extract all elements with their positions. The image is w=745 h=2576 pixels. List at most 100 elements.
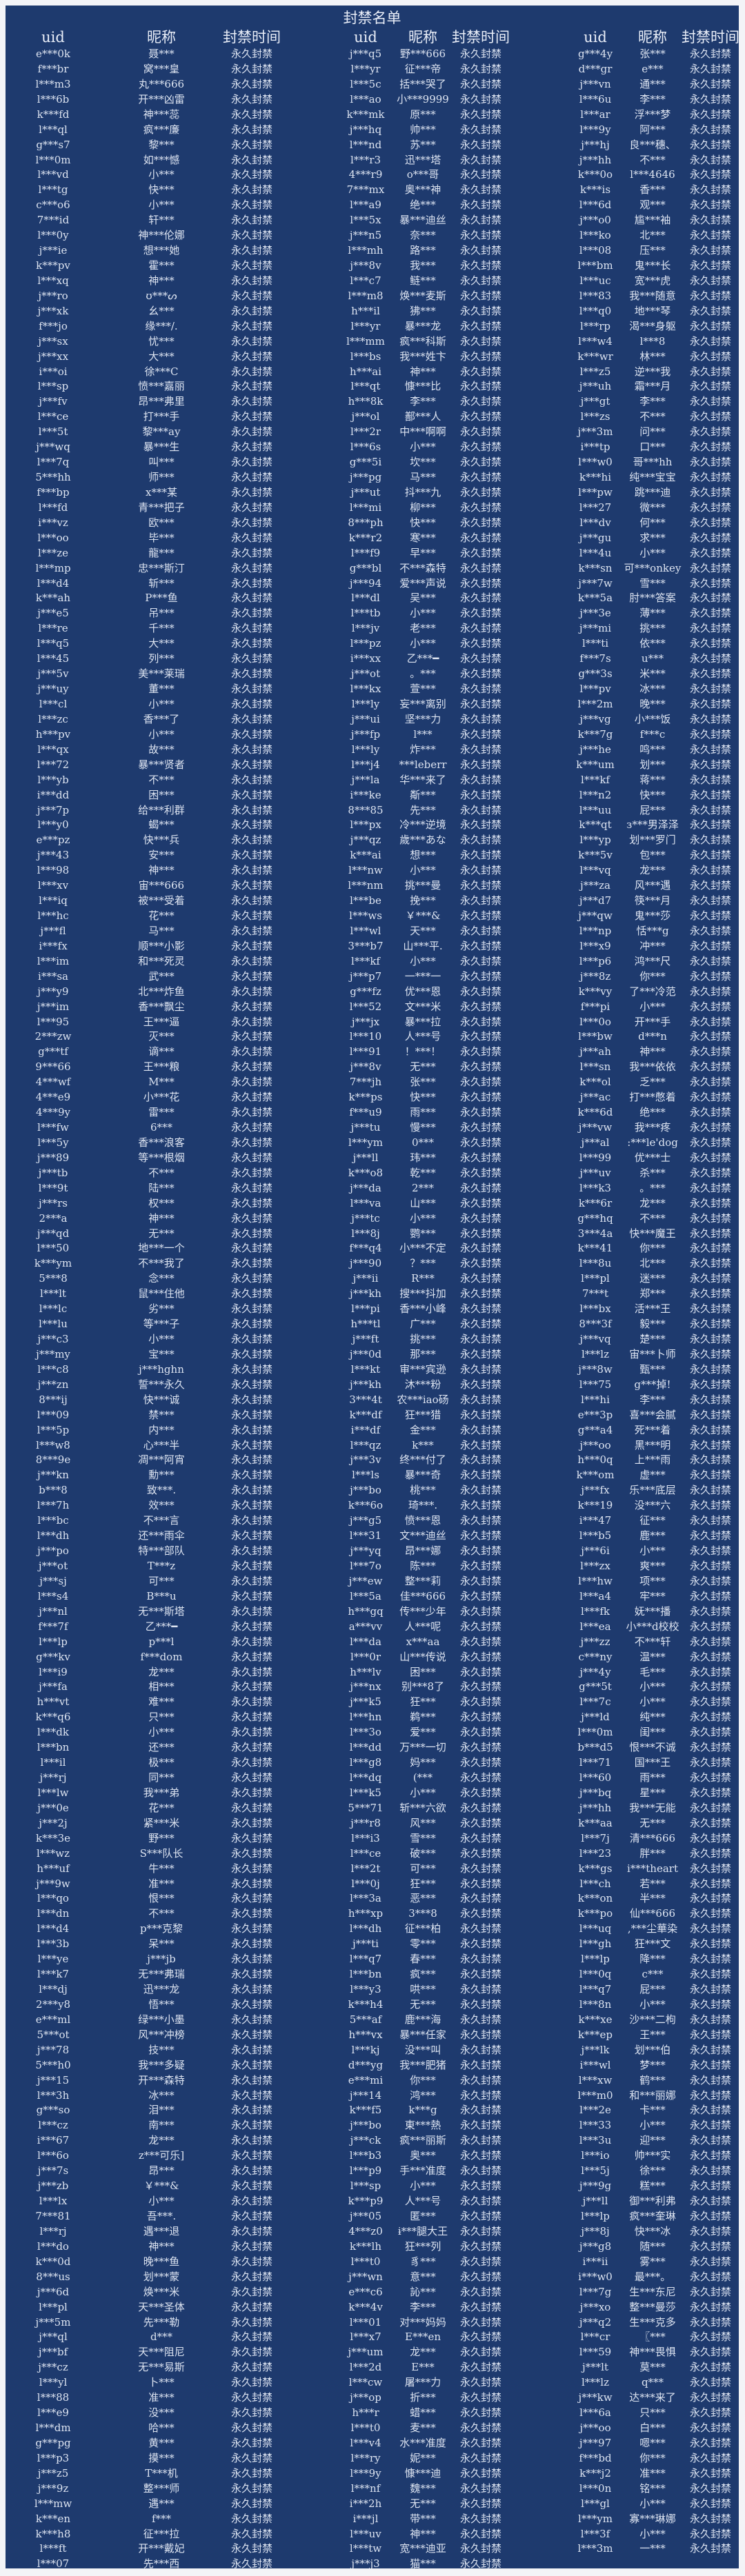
- uid-cell: k***5v: [578, 849, 613, 862]
- nickname-cell: 叫***: [148, 456, 175, 469]
- uid-cell: l***dv: [579, 516, 611, 529]
- ban-time-cell: 永久封禁: [459, 2058, 501, 2071]
- nickname-cell: 小***d校校: [626, 1620, 679, 1633]
- uid-cell: g***tf: [38, 1045, 68, 1058]
- ban-time-cell: 永久封禁: [230, 1408, 272, 1421]
- ban-time-cell: 永久封禁: [689, 48, 731, 60]
- nickname-cell: 紧***米: [143, 1816, 180, 1829]
- ban-time-cell: 永久封禁: [689, 1529, 731, 1542]
- nickname-cell: 不***言: [143, 1514, 180, 1527]
- nickname-cell: 米***: [639, 667, 666, 681]
- uid-cell: l***nm: [348, 879, 384, 892]
- nickname-cell: 小***: [639, 1680, 666, 1693]
- table-row: 7***id 轩*** 永久封禁 l***5x 暴***迪丝 永久封禁 j***o0 尴***…: [6, 213, 739, 227]
- ban-time-cell: 永久封禁: [230, 2149, 272, 2162]
- nickname-cell: 灭***: [148, 1030, 175, 1043]
- ban-time-cell: 永久封禁: [459, 1000, 501, 1013]
- nickname-cell: 广***: [410, 1318, 436, 1331]
- ban-time-cell: 永久封禁: [230, 849, 272, 862]
- uid-cell: j***zn: [37, 1378, 69, 1391]
- uid-cell: l***ea: [579, 1620, 611, 1633]
- nickname-cell: 括***哭了: [399, 77, 446, 90]
- nickname-cell: 李***: [410, 2300, 436, 2313]
- ban-time-cell: 永久封禁: [459, 2224, 501, 2237]
- nickname-cell: E***en: [405, 2331, 441, 2344]
- table-row: l***5p 内*** 永久封禁 i***df 金*** 永久封禁 g***a4 死***着永…: [6, 1423, 739, 1437]
- ban-time-cell: 永久封禁: [230, 546, 272, 559]
- uid-cell: l***fw: [37, 1121, 69, 1134]
- uid-cell: h***r: [352, 2406, 379, 2419]
- nickname-cell: 文***迪丝: [399, 1529, 446, 1542]
- nickname-cell: 划***伯: [634, 2043, 671, 2056]
- uid-cell: j***d7: [579, 894, 612, 907]
- table-row: l***07 先***西 永久封禁 j***j3 猫*** 永久封禁: [6, 2557, 739, 2568]
- nickname-cell: 龙***: [410, 2346, 436, 2359]
- nickname-cell: 香***了: [143, 712, 180, 725]
- nickname-cell: 整***师: [143, 2482, 180, 2495]
- uid-cell: l***08: [579, 244, 612, 257]
- ban-time-cell: 永久封禁: [230, 531, 272, 544]
- nickname-cell: 快***: [639, 788, 666, 801]
- uid-cell: d***gr: [578, 62, 613, 75]
- ban-time-cell: 永久封禁: [689, 1665, 731, 1678]
- nickname-cell: 雷***: [148, 1106, 175, 1119]
- nickname-cell: 6***: [150, 1121, 173, 1134]
- ban-time-cell: 永久封禁: [689, 1030, 731, 1043]
- ban-time-cell: 永久封禁: [689, 607, 731, 620]
- ban-time-cell: 永久封禁: [689, 576, 731, 590]
- ban-time-cell: 永久封禁: [459, 1892, 501, 1905]
- uid-cell: l***y0: [37, 818, 69, 832]
- uid-cell: l***ar: [580, 108, 610, 121]
- uid-cell: l***sp: [350, 2180, 381, 2193]
- ban-time-cell: 永久封禁: [459, 1831, 501, 1844]
- uid-cell: 5***af: [349, 2013, 382, 2026]
- uid-cell: l***mw: [34, 2497, 72, 2510]
- nickname-cell: 难***: [148, 1695, 175, 1709]
- table-row: l***dk 小*** 永久封禁 l***3o 爱*** 永久封禁 l***0m 闺*** 永久…: [6, 1725, 739, 1739]
- ban-time-cell: 永久封禁: [230, 985, 272, 998]
- ban-time-cell: 永久封禁: [689, 2497, 731, 2510]
- nickname-cell: 对***妈妈: [399, 2315, 446, 2328]
- table-row: h***uf 牛*** 永久封禁 l***2t 可*** 永久封禁 k***gs i***th…: [6, 1862, 739, 1875]
- ban-time-cell: 永久封禁: [230, 350, 272, 363]
- uid-cell: l***pi: [351, 1302, 380, 1316]
- table-row: l***vd 小*** 永久封禁 4***r9 o***哥 永久封禁 k***0o l***4…: [6, 168, 739, 181]
- ban-time-cell: 永久封禁: [689, 1771, 731, 1784]
- uid-cell: j***ld: [581, 1711, 610, 1724]
- ban-time-cell: 永久封禁: [689, 954, 731, 967]
- nickname-cell: 訫***: [410, 2285, 436, 2298]
- nickname-cell: 玮***: [410, 1151, 436, 1164]
- uid-cell: j***3v: [350, 1453, 381, 1467]
- ban-time-cell: 永久封禁: [230, 879, 272, 892]
- nickname-cell: 不***: [639, 1211, 666, 1225]
- ban-time-cell: 永久封禁: [459, 2180, 501, 2193]
- nickname-cell: 屠***力: [404, 2376, 441, 2389]
- uid-cell: j***nx: [350, 1680, 381, 1693]
- ban-time-cell: 永久封禁: [459, 1922, 501, 1935]
- nickname-cell: 香***: [639, 183, 666, 197]
- uid-cell: l***6o: [37, 2149, 69, 2162]
- ban-time-cell: 永久封禁: [459, 2104, 501, 2117]
- nickname-cell: 绝***: [639, 1106, 666, 1119]
- nickname-cell: ！***！: [404, 1045, 441, 1058]
- ban-time-cell: 永久封禁: [689, 667, 731, 681]
- ban-time-cell: 永久封禁: [459, 1786, 501, 1799]
- ban-time-cell: 永久封禁: [230, 1076, 272, 1089]
- nickname-cell: 暴***龙: [404, 319, 441, 332]
- uid-cell: 2***zw: [34, 1030, 72, 1043]
- uid-cell: g***hq: [577, 1211, 613, 1225]
- nickname-cell: 开***凶雷: [138, 92, 185, 105]
- ban-time-cell: 永久封禁: [689, 350, 731, 363]
- nickname-cell: 山***平.: [403, 939, 443, 952]
- ban-time-cell: 永久封禁: [459, 818, 501, 832]
- ban-time-cell: 永久封禁: [459, 2119, 501, 2132]
- ban-time-cell: 永久封禁: [459, 1801, 501, 1814]
- uid-cell: k***po: [577, 1907, 613, 1920]
- table-row: l***3b 呆*** 永久封禁 j***ti 零*** 永久封禁 l***gh 狂***文永…: [6, 1937, 739, 1951]
- table-row: l***im 和***死灵 永久封禁 l***kf 小*** 永久封禁 l***p6 鸿***…: [6, 954, 739, 968]
- nickname-cell: (***: [413, 1771, 433, 1784]
- ban-time-cell: 永久封禁: [689, 2180, 731, 2193]
- ban-time-cell: 永久封禁: [459, 2361, 501, 2374]
- nickname-cell: j***jb: [147, 1953, 176, 1966]
- table-row: j***po 特***部队 永久封禁 j***yq 昂***娜 永久封禁 j***6i 小**…: [6, 1544, 739, 1558]
